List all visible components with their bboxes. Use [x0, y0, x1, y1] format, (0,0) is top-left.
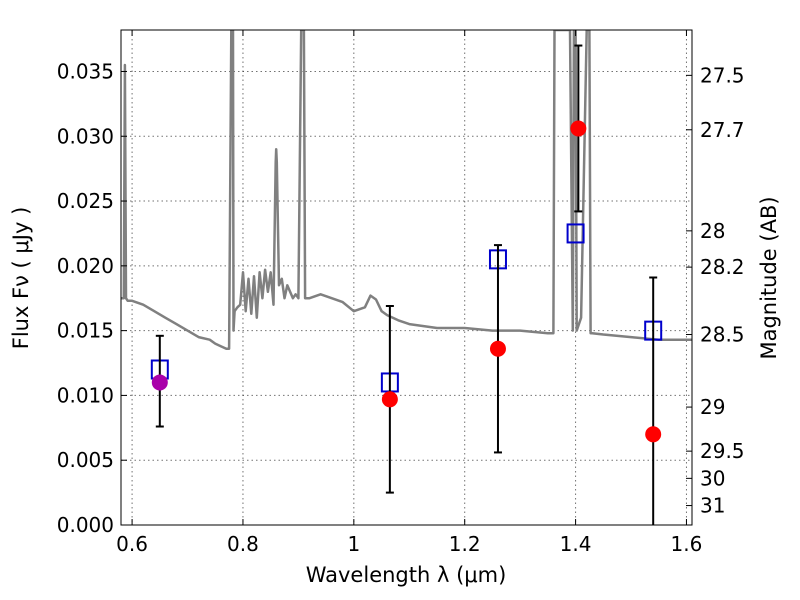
observed-flux-point	[570, 120, 587, 137]
x-tick-label: 1.4	[560, 532, 592, 556]
axes: 0.6 0.8 1 1.2 1.4 1.6 0.000 0.005 0.010 0.015 0.02…	[57, 30, 745, 556]
y-tick-label: 0.015	[57, 319, 114, 343]
observed-flux-point	[645, 426, 662, 443]
observed-flux-point	[151, 374, 168, 391]
x-tick-label: 0.6	[116, 532, 148, 556]
grid-lines	[121, 30, 692, 526]
y-tick-label: 0.035	[57, 59, 114, 83]
y2-tick-label: 28	[700, 219, 725, 243]
plot-frame	[120, 29, 693, 526]
model-photometry-square	[566, 223, 585, 244]
x-tick-label: 1.2	[449, 532, 481, 556]
observed-flux-point	[381, 391, 398, 408]
y-axis-label: Flux Fν ( μJy )	[9, 207, 33, 350]
x-tick-label: 0.8	[227, 532, 259, 556]
y-tick-label: 0.030	[57, 124, 114, 148]
x-axis-label: Wavelength λ (μm)	[306, 563, 507, 587]
y2-tick-label: 31	[700, 494, 725, 518]
y2-tick-label: 30	[700, 466, 725, 490]
y2-tick-label: 28.5	[700, 323, 745, 347]
y-tick-label: 0.025	[57, 189, 114, 213]
y2-tick-label: 28.2	[700, 255, 745, 279]
x-tick-label: 1	[347, 532, 360, 556]
y-tick-label: 0.020	[57, 254, 114, 278]
y-tick-label: 0.000	[57, 513, 114, 537]
y2-tick-label: 29.5	[700, 439, 745, 463]
observed-flux-point	[489, 340, 506, 357]
marker-layer	[150, 44, 663, 525]
model-spectrum-line	[121, 30, 692, 351]
y-tick-label: 0.005	[57, 448, 114, 472]
y-tick-label: 0.010	[57, 383, 114, 407]
y2-tick-label: 29	[700, 395, 725, 419]
y2-tick-label: 27.5	[700, 63, 745, 87]
y2-tick-label: 27.7	[700, 118, 745, 142]
y2-axis-label: Magnitude (AB)	[757, 196, 781, 359]
x-tick-label: 1.6	[671, 532, 703, 556]
plot-area	[121, 30, 692, 351]
